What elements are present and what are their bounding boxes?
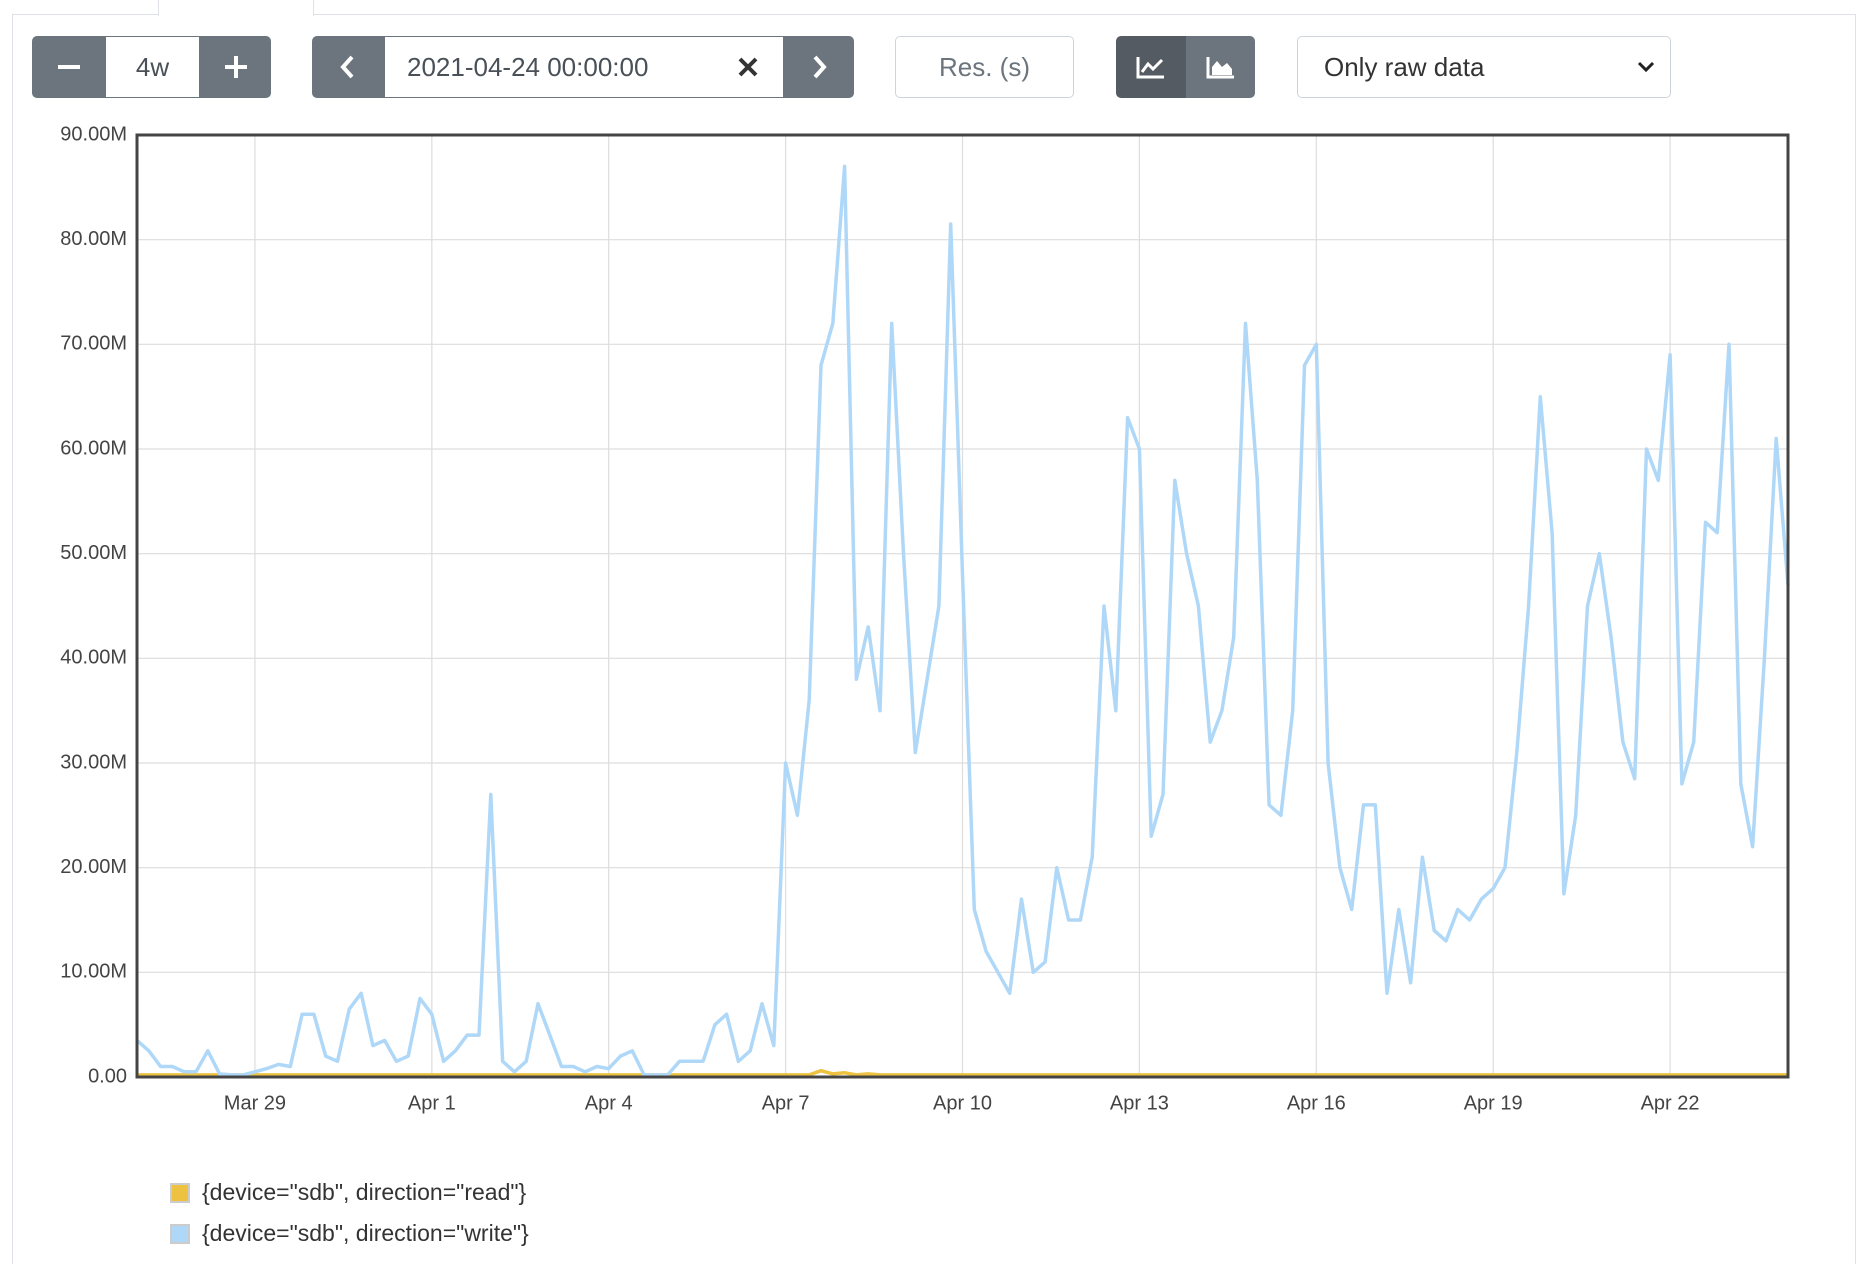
- y-tick-label: 80.00M: [60, 228, 127, 250]
- series-line: [137, 1068, 1788, 1077]
- end-time-text: 2021-04-24 00:00:00: [407, 51, 649, 82]
- clear-time-button[interactable]: [737, 56, 759, 78]
- increase-range-button[interactable]: [200, 36, 271, 98]
- minus-icon: [57, 65, 80, 69]
- y-tick-label: 70.00M: [60, 333, 127, 355]
- x-tick-label: Apr 10: [933, 1092, 992, 1114]
- dropdown-arrow: [1637, 61, 1655, 73]
- y-tick-label: 0.00: [88, 1065, 127, 1087]
- legend: {device="sdb", direction="read"} {device=…: [170, 1172, 529, 1254]
- y-tick-label: 50.00M: [60, 542, 127, 564]
- x-tick-label: Apr 19: [1464, 1092, 1523, 1114]
- legend-swatch: [170, 1223, 190, 1244]
- resolution-input[interactable]: Res. (s): [895, 36, 1074, 98]
- y-tick-label: 30.00M: [60, 751, 127, 773]
- x-tick-label: Apr 4: [585, 1092, 633, 1114]
- panel: [12, 14, 1856, 1264]
- x-tick-label: Mar 29: [224, 1092, 286, 1114]
- y-tick-label: 40.00M: [60, 647, 127, 669]
- legend-label: {device="sdb", direction="read"}: [202, 1179, 527, 1205]
- y-tick-label: 90.00M: [60, 123, 127, 145]
- active-tab[interactable]: [158, 0, 314, 16]
- plot-border: [135, 133, 1790, 1079]
- line-chart-button[interactable]: [1116, 36, 1186, 98]
- previous-time-button[interactable]: [312, 36, 384, 98]
- legend-label: {device="sdb", direction="write"}: [202, 1220, 529, 1246]
- decrease-range-button[interactable]: [32, 36, 105, 98]
- data-mode-select[interactable]: Only raw data: [1297, 36, 1671, 98]
- x-tick-label: Apr 13: [1110, 1092, 1169, 1114]
- data-mode-text: Only raw data: [1324, 51, 1485, 82]
- chevron-left-icon: [340, 55, 354, 79]
- x-tick-label: Apr 16: [1287, 1092, 1346, 1114]
- x-tick-label: Apr 7: [762, 1092, 810, 1114]
- chart: 0.00 10.00M 20.00M 30.00M 40.00M 50.00M 60.00M…: [60, 123, 1790, 1114]
- range-input[interactable]: 4w: [105, 36, 200, 98]
- legend-item[interactable]: {device="sdb", direction="read"}: [170, 1172, 529, 1213]
- legend-item[interactable]: {device="sdb", direction="write"}: [170, 1213, 529, 1254]
- area-chart-icon: [1206, 57, 1234, 79]
- stacked-chart-button[interactable]: [1186, 36, 1255, 98]
- legend-swatch: [170, 1182, 190, 1203]
- line-chart-icon: [1136, 57, 1164, 79]
- series-line: [135, 164, 1790, 1077]
- end-time-input[interactable]: 2021-04-24 00:00:00: [384, 36, 784, 98]
- y-tick-label: 10.00M: [60, 961, 127, 983]
- x-tick-label: Apr 22: [1641, 1092, 1700, 1114]
- chevron-right-icon: [813, 55, 827, 79]
- x-tick-label: Apr 1: [408, 1092, 456, 1114]
- plus-icon: [224, 56, 247, 78]
- next-time-button[interactable]: [784, 36, 854, 98]
- y-tick-label: 60.00M: [60, 437, 127, 459]
- y-tick-label: 20.00M: [60, 856, 127, 878]
